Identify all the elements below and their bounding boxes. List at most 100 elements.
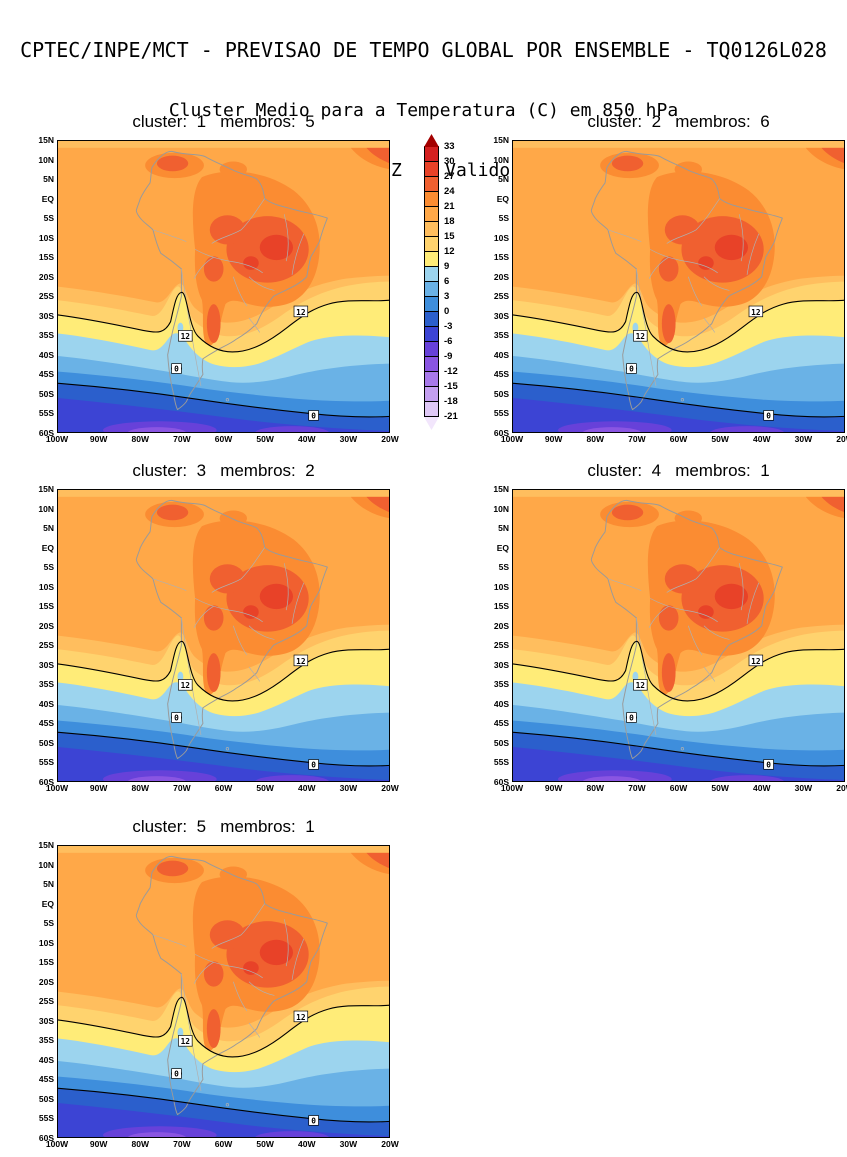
lon-tick-label: 40W <box>298 783 316 793</box>
lon-tick-label: 70W <box>173 434 191 444</box>
lat-tick-label: 20S <box>38 620 54 631</box>
colorbar-swatch <box>424 251 439 267</box>
panel-title: cluster: 2 membros: 6 <box>587 112 770 131</box>
lat-tick-label: 55S <box>38 408 54 419</box>
colorbar: 33 30 27 24 21 18 15 12 9 6 3 0 -3 -6 -9 -12 -15 -18 -21 <box>424 134 476 434</box>
colorbar-swatch <box>424 356 439 372</box>
lat-tick-label: 55S <box>493 757 509 768</box>
lat-tick-label: 20S <box>493 620 509 631</box>
lat-tick-label: 25S <box>38 640 54 651</box>
lat-tick-label: 10S <box>38 232 54 243</box>
lat-tick-label: 45S <box>493 369 509 380</box>
lon-tick-label: 20W <box>381 783 399 793</box>
lon-axis: 100W 90W 80W 70W 60W 50W 40W 30W 20W <box>42 784 405 793</box>
lat-tick-label: 40S <box>493 349 509 360</box>
temperature-map-cluster-2 <box>512 140 845 433</box>
lat-tick-label: 10S <box>493 232 509 243</box>
lat-tick-label: 45S <box>38 718 54 729</box>
lon-tick-label: 30W <box>339 434 358 444</box>
lat-tick-label: 30S <box>38 659 54 670</box>
lon-tick-label: 40W <box>753 783 771 793</box>
lon-tick-label: 20W <box>836 783 847 793</box>
lat-tick-label: 35S <box>493 679 509 690</box>
lat-tick-label: 40S <box>493 698 509 709</box>
lon-tick-label: 80W <box>586 783 604 793</box>
lon-tick-label: 20W <box>381 1139 399 1149</box>
colorbar-level-label: 33 <box>444 141 455 152</box>
lat-tick-label: 10S <box>38 581 54 592</box>
lat-axis: 15N 10N 5N EQ 5S 10S 15S 20S 25S 30S 35S 40S 45S 50S 5… <box>27 841 54 1142</box>
colorbar-level-label: 0 <box>444 306 450 317</box>
lat-tick-label: 15S <box>38 957 54 968</box>
lat-tick-label: 45S <box>493 718 509 729</box>
colorbar-swatch <box>424 161 439 177</box>
lat-tick-label: 10N <box>493 154 509 165</box>
lat-tick-label: EQ <box>496 193 509 204</box>
lon-tick-label: 100W <box>45 434 69 444</box>
colorbar-level-label: 24 <box>444 186 455 197</box>
colorbar-swatch <box>424 311 439 327</box>
lon-tick-label: 90W <box>544 434 563 444</box>
colorbar-swatch <box>424 281 439 297</box>
lat-tick-label: 15S <box>38 252 54 263</box>
colorbar-level-label: -6 <box>444 336 453 347</box>
lon-axis: 100W 90W 80W 70W 60W 50W 40W 30W 20W <box>497 435 847 444</box>
lat-tick-label: 35S <box>38 679 54 690</box>
lat-tick-label: 35S <box>493 330 509 341</box>
lat-tick-label: EQ <box>496 542 509 553</box>
colorbar-level-label: 9 <box>444 261 450 272</box>
lon-tick-label: 60W <box>669 434 688 444</box>
lon-tick-label: 30W <box>339 1139 358 1149</box>
temperature-map-cluster-1 <box>57 140 390 433</box>
lat-tick-label: 50S <box>493 388 509 399</box>
lat-tick-label: 35S <box>38 1035 54 1046</box>
figure-subtitle: Cluster Medio para a Temperatura (C) em … <box>168 100 679 121</box>
colorbar-level-label: 12 <box>444 246 455 257</box>
lat-tick-label: 15N <box>38 484 54 494</box>
lon-tick-label: 90W <box>89 1139 108 1149</box>
colorbar-level-label: 27 <box>444 171 455 182</box>
lat-tick-label: 30S <box>38 1015 54 1026</box>
lat-tick-label: 60S <box>38 427 54 438</box>
colorbar-swatch <box>424 176 439 192</box>
lat-tick-label: 60S <box>493 427 509 438</box>
lat-tick-label: 5N <box>43 174 54 185</box>
colorbar-swatch <box>424 296 439 312</box>
lon-tick-label: 70W <box>173 783 191 793</box>
lat-tick-label: 5S <box>43 213 54 224</box>
lat-tick-label: 5S <box>498 562 509 573</box>
colorbar-level-label: 18 <box>444 216 455 227</box>
colorbar-bar <box>424 134 439 430</box>
lat-tick-label: 55S <box>38 757 54 768</box>
colorbar-swatch <box>424 386 439 402</box>
lat-axis: 15N 10N 5N EQ 5S 10S 15S 20S 25S 30S 35S 40S 45S 50S 5… <box>482 485 509 786</box>
lat-axis: 15N 10N 5N EQ 5S 10S 15S 20S 25S 30S 35S 40S 45S 50S 5… <box>27 485 54 786</box>
lat-tick-label: 20S <box>38 271 54 282</box>
lon-tick-label: 80W <box>131 783 149 793</box>
lat-tick-label: 5N <box>498 523 509 534</box>
lat-tick-label: 50S <box>38 1093 54 1104</box>
lat-tick-label: 30S <box>38 310 54 321</box>
lat-tick-label: 25S <box>38 291 54 302</box>
lat-tick-label: 25S <box>493 291 509 302</box>
lat-tick-label: EQ <box>41 193 54 204</box>
lat-tick-label: 60S <box>38 776 54 787</box>
figure-title: CPTEC/INPE/MCT - PREVISAO DE TEMPO GLOBA… <box>20 38 827 62</box>
colorbar-level-label: -12 <box>444 366 458 377</box>
lat-tick-label: 40S <box>38 349 54 360</box>
panel-cluster-4: cluster: 4 membros: 1 15N 10N 5N EQ 5S 10S 15S… <box>482 459 847 799</box>
colorbar-arrow-bottom <box>424 417 439 430</box>
lon-tick-label: 80W <box>586 434 604 444</box>
colorbar-swatch <box>424 191 439 207</box>
colorbar-level-label: -18 <box>444 396 458 407</box>
colorbar-swatch <box>424 221 439 237</box>
panel-title: cluster: 5 membros: 1 <box>132 817 315 836</box>
lat-axis: 15N 10N 5N EQ 5S 10S 15S 20S 25S 30S 35S 40S 45S 50S 5… <box>27 136 54 437</box>
temperature-map-cluster-4 <box>512 489 845 782</box>
colorbar-level-label: -9 <box>444 351 453 362</box>
colorbar-swatch <box>424 266 439 282</box>
colorbar-swatch <box>424 206 439 222</box>
colorbar-level-label: -3 <box>444 321 453 332</box>
lat-tick-label: 50S <box>38 737 54 748</box>
